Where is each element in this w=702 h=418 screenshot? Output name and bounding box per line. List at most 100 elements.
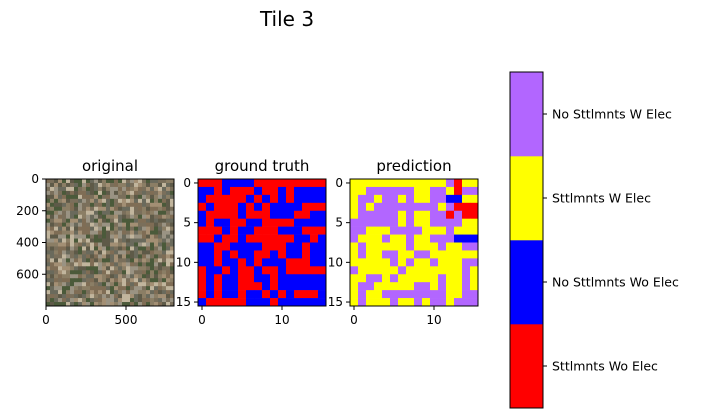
- image-pixel: [146, 278, 151, 283]
- grid-cell: [286, 250, 295, 259]
- image-pixel: [122, 302, 127, 306]
- image-pixel: [62, 246, 67, 251]
- image-pixel: [106, 198, 111, 204]
- image-pixel: [86, 206, 91, 212]
- image-pixel: [90, 250, 95, 255]
- image-pixel: [62, 274, 67, 279]
- image-pixel: [166, 258, 171, 263]
- grid-cell: [366, 282, 375, 291]
- image-pixel: [114, 218, 119, 224]
- image-pixel: [86, 266, 91, 271]
- image-pixel: [158, 234, 163, 239]
- image-pixel: [86, 302, 91, 306]
- grid-cell: [382, 210, 391, 219]
- grid-cell: [214, 250, 223, 259]
- image-pixel: [130, 286, 135, 291]
- image-pixel: [154, 266, 159, 271]
- image-pixel: [170, 270, 174, 275]
- image-pixel: [58, 182, 63, 188]
- grid-cell: [462, 179, 471, 188]
- image-pixel: [78, 238, 83, 243]
- grid-cell: [278, 179, 287, 188]
- image-pixel: [162, 254, 167, 259]
- grid-cell: [390, 226, 399, 235]
- image-pixel: [74, 302, 79, 306]
- image-pixel: [142, 186, 147, 192]
- image-pixel: [162, 278, 167, 283]
- image-pixel: [158, 202, 163, 208]
- grid-cell: [374, 242, 383, 251]
- grid-cell: [246, 250, 255, 259]
- image-pixel: [90, 179, 95, 184]
- image-pixel: [162, 190, 167, 196]
- image-pixel: [94, 286, 99, 291]
- image-pixel: [142, 226, 147, 231]
- grid-cell: [198, 298, 207, 307]
- image-pixel: [98, 290, 103, 295]
- grid-cell: [206, 258, 215, 267]
- image-pixel: [150, 298, 155, 303]
- grid-cell: [238, 226, 247, 235]
- grid-cell: [430, 290, 439, 299]
- image-pixel: [54, 258, 59, 263]
- image-pixel: [82, 234, 87, 239]
- image-pixel: [102, 290, 107, 295]
- image-pixel: [106, 242, 111, 247]
- image-pixel: [90, 202, 95, 208]
- image-pixel: [122, 190, 127, 196]
- image-pixel: [162, 218, 167, 224]
- image-pixel: [70, 202, 75, 208]
- image-pixel: [82, 226, 87, 231]
- image-pixel: [90, 238, 95, 243]
- image-pixel: [138, 206, 143, 212]
- image-pixel: [86, 290, 91, 295]
- image-pixel: [114, 214, 119, 220]
- grid-cell: [302, 202, 311, 212]
- image-pixel: [50, 294, 55, 299]
- image-pixel: [134, 214, 139, 220]
- grid-cell: [230, 194, 239, 204]
- image-pixel: [106, 230, 111, 235]
- grid-cell: [286, 290, 295, 299]
- image-pixel: [66, 202, 71, 208]
- image-pixel: [118, 230, 123, 235]
- image-pixel: [110, 190, 115, 196]
- image-pixel: [114, 262, 119, 267]
- image-pixel: [110, 278, 115, 283]
- image-pixel: [114, 210, 119, 216]
- image-pixel: [126, 278, 131, 283]
- image-pixel: [142, 206, 147, 212]
- image-pixel: [122, 250, 127, 255]
- image-pixel: [162, 270, 167, 275]
- image-pixel: [102, 274, 107, 279]
- image-pixel: [50, 302, 55, 306]
- image-pixel: [158, 262, 163, 267]
- grid-cell: [414, 250, 423, 259]
- grid-cell: [430, 266, 439, 275]
- image-pixel: [110, 250, 115, 255]
- grid-cell: [262, 194, 271, 204]
- image-pixel: [126, 230, 131, 235]
- image-pixel: [66, 186, 71, 192]
- image-pixel: [46, 254, 51, 259]
- image-pixel: [138, 182, 143, 188]
- grid-cell: [470, 202, 479, 212]
- image-pixel: [130, 294, 135, 299]
- image-pixel: [150, 202, 155, 208]
- image-pixel: [118, 238, 123, 243]
- image-pixel: [166, 182, 171, 188]
- grid-cell: [350, 218, 359, 227]
- grid-cell: [286, 258, 295, 267]
- grid-cell: [350, 194, 359, 204]
- grid-cell: [390, 290, 399, 299]
- image-pixel: [102, 266, 107, 271]
- image-pixel: [130, 194, 135, 200]
- grid-cell: [398, 242, 407, 251]
- grid-cell: [390, 186, 399, 196]
- image-pixel: [58, 234, 63, 239]
- image-pixel: [50, 238, 55, 243]
- grid-cell: [214, 282, 223, 291]
- grid-cell: [358, 186, 367, 196]
- grid-cell: [422, 250, 431, 259]
- image-pixel: [122, 262, 127, 267]
